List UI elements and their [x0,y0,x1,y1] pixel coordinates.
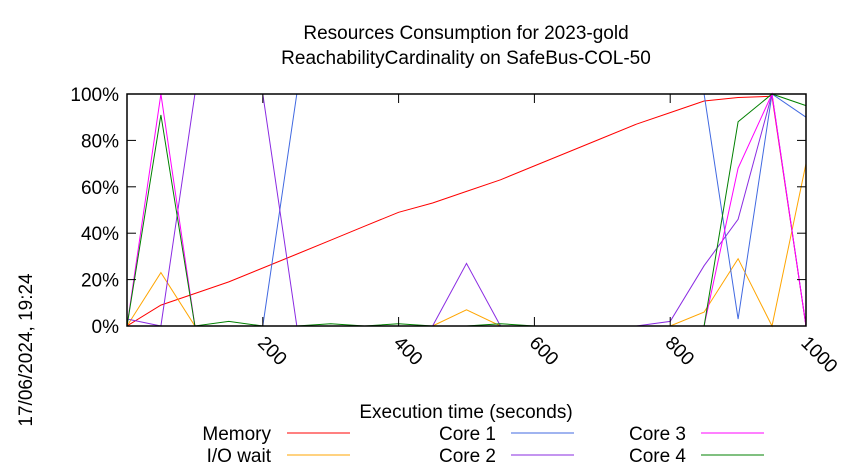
x-tick-label: 200 [253,333,290,370]
y-tick-label: 80% [81,131,119,152]
chart-title: Resources Consumption for 2023-gold [303,23,628,44]
series-line-core-3 [126,92,807,327]
chart-subtitle: ReachabilityCardinality on SafeBus-COL-5… [281,48,651,69]
axes-layer [126,93,807,327]
legend-label: Core 2 [439,446,496,467]
legend-item-i-o-wait: I/O wait [207,446,350,467]
x-tick-label: 600 [525,333,562,370]
legend-item-core-1: Core 1 [439,424,574,445]
y-tick-label: 0% [92,317,120,338]
series-line-core-1 [127,93,807,327]
legend-item-core-4: Core 4 [629,446,764,467]
legend-label: Memory [202,424,271,445]
series-line-i-o-wait [126,163,807,328]
x-tick-label: 400 [389,333,426,370]
y-tick-label: 100% [70,85,119,106]
x-tick-label: 800 [661,333,698,370]
y-tick-label: 40% [81,224,119,245]
y-tick-label: 20% [81,271,119,292]
series-line-core-4 [126,93,807,327]
series-line-core-2 [126,93,807,327]
x-tick-label: 1000 [796,333,841,378]
legend-item-memory: Memory [202,424,350,445]
legend-label: Core 1 [439,424,496,445]
series-line-memory [126,95,807,327]
series-layer [126,92,807,328]
legend-label: Core 3 [629,424,686,445]
timestamp-label: 17/06/2024, 19:24 [16,273,37,427]
legend-item-core-3: Core 3 [629,424,764,445]
plot-frame [126,93,807,327]
legend-label: I/O wait [207,446,272,467]
legend-item-core-2: Core 2 [439,446,574,467]
x-axis-label: Execution time (seconds) [359,402,572,423]
y-tick-label: 60% [81,178,119,199]
ticks-layer: 0% 20% 40% 60% 80% 100% 200 400 600 800 1000 [70,85,841,377]
legend-label: Core 4 [629,446,686,467]
